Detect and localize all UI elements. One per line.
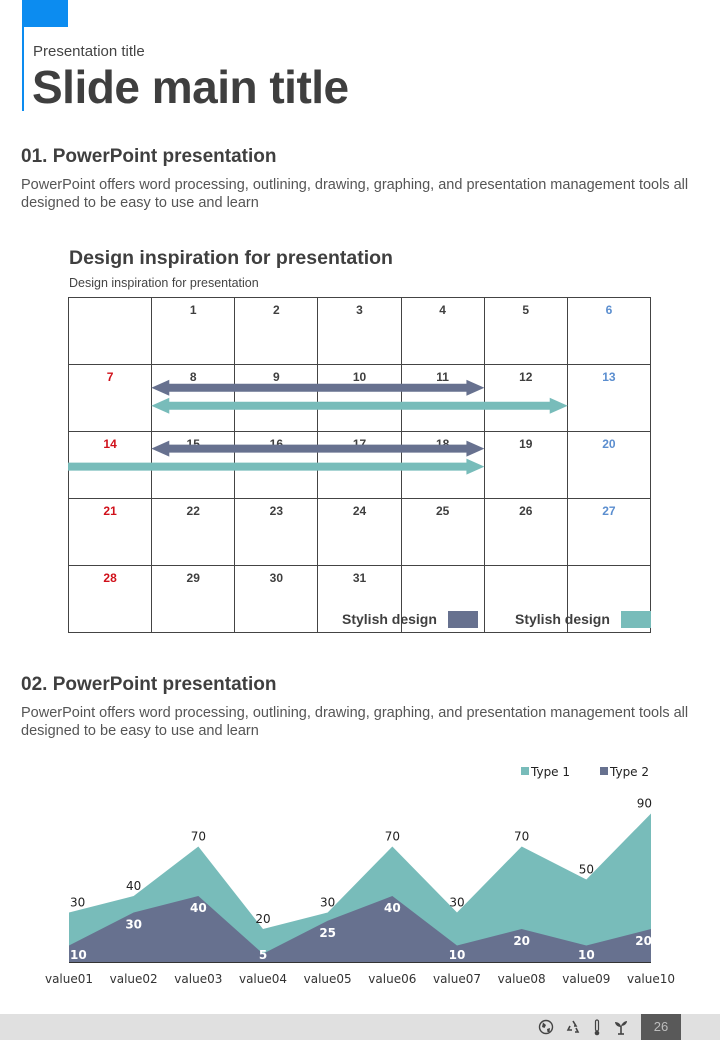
calendar-day-26[interactable]: 26	[483, 498, 568, 566]
calendar-title: Design inspiration for presentation	[69, 247, 393, 269]
data-label: 70	[514, 830, 529, 844]
section2-title: 02. PowerPoint presentation	[21, 674, 277, 695]
calendar-legend-swatch-1	[448, 611, 478, 628]
data-label: 5	[259, 948, 267, 962]
x-tick-label: value01	[45, 972, 93, 986]
calendar-day-28[interactable]: 28	[67, 565, 153, 633]
area-chart: 30 40 70 20 30 70 30 70 50 90 10 30 40 5 25 40 10 20 10 20 v…	[45, 765, 675, 986]
data-label: 40	[384, 901, 401, 915]
calendar-day-15[interactable]: 15	[151, 431, 236, 499]
data-label: 40	[126, 879, 141, 893]
x-tick-label: value03	[174, 972, 222, 986]
calendar-day-5[interactable]: 5	[483, 297, 568, 365]
data-label: 30	[125, 918, 142, 932]
x-tick-label: value10	[627, 972, 675, 986]
area-series-type-2	[69, 896, 651, 962]
data-label: 30	[320, 896, 335, 910]
calendar-day-16[interactable]: 16	[234, 431, 319, 499]
data-label: 70	[191, 830, 206, 844]
presentation-title: Presentation title	[33, 43, 145, 60]
calendar-day-empty[interactable]	[67, 297, 153, 365]
calendar-day-7[interactable]: 7	[67, 364, 153, 432]
data-label: 20	[635, 934, 652, 948]
calendar-day-2[interactable]: 2	[234, 297, 319, 365]
section1-body: PowerPoint offers word processing, outli…	[21, 177, 689, 211]
legend-swatch	[521, 767, 529, 775]
legend-swatch	[600, 767, 608, 775]
data-label: 90	[637, 797, 652, 811]
data-label: 25	[319, 926, 336, 940]
calendar-day-31[interactable]: 31	[317, 565, 402, 633]
x-tick-label: value04	[239, 972, 287, 986]
data-label: 10	[578, 948, 595, 962]
accent-block	[22, 0, 68, 27]
accent-line	[22, 27, 24, 111]
calendar-day-19[interactable]: 19	[483, 431, 568, 499]
data-label: 30	[449, 896, 464, 910]
calendar-day-27[interactable]: 27	[566, 498, 652, 566]
calendar-day-12[interactable]: 12	[483, 364, 568, 432]
data-label: 10	[449, 948, 466, 962]
data-label: 10	[70, 948, 87, 962]
data-label: 40	[190, 901, 207, 915]
thermometer-icon	[594, 1019, 600, 1036]
calendar-day-14[interactable]: 14	[67, 431, 153, 499]
x-tick-label: value02	[110, 972, 158, 986]
calendar-day-6[interactable]: 6	[566, 297, 652, 365]
calendar-day-10[interactable]: 10	[317, 364, 402, 432]
calendar: 1 2 3 4 5 6 7 8 9 10 11 12 13 14 15 16 17 18 19 20 21 22 23 24 2…	[67, 297, 652, 633]
footer-bar	[0, 1014, 720, 1040]
calendar-week-row: 14 15 16 17 18 19 20	[67, 431, 652, 499]
calendar-day-29[interactable]: 29	[151, 565, 236, 633]
section1-title: 01. PowerPoint presentation	[21, 146, 277, 167]
calendar-legend-swatch-2	[621, 611, 651, 628]
legend-label: Type 1	[530, 765, 570, 779]
data-label: 70	[385, 830, 400, 844]
data-label: 20	[513, 934, 530, 948]
page-number: 26	[641, 1014, 681, 1040]
calendar-day-17[interactable]: 17	[317, 431, 402, 499]
calendar-day-13[interactable]: 13	[566, 364, 652, 432]
data-label: 50	[579, 863, 594, 877]
calendar-grid: 1 2 3 4 5 6 7 8 9 10 11 12 13 14 15 16 17 18 19 20 21 22 23 24 2…	[67, 297, 652, 633]
x-tick-label: value05	[304, 972, 352, 986]
calendar-legend-label-1: Stylish design	[342, 611, 437, 627]
section2-body: PowerPoint offers word processing, outli…	[21, 705, 689, 739]
calendar-day-11[interactable]: 11	[400, 364, 485, 432]
calendar-day-20[interactable]: 20	[566, 431, 652, 499]
calendar-day-3[interactable]: 3	[317, 297, 402, 365]
calendar-week-row: 21 22 23 24 25 26 27	[67, 498, 652, 566]
legend-label: Type 2	[609, 765, 649, 779]
calendar-day-25[interactable]: 25	[400, 498, 485, 566]
x-tick-label: value07	[433, 972, 481, 986]
globe-icon	[538, 1019, 554, 1035]
recycle-icon	[566, 1020, 580, 1033]
calendar-day-4[interactable]: 4	[400, 297, 485, 365]
calendar-week-row: 28 29 30 31	[67, 565, 652, 633]
calendar-subtitle: Design inspiration for presentation	[69, 276, 259, 290]
x-tick-label: value06	[368, 972, 416, 986]
calendar-day-18[interactable]: 18	[400, 431, 485, 499]
slide-main-title: Slide main title	[32, 61, 349, 113]
calendar-legend-label-2: Stylish design	[515, 611, 610, 627]
data-label: 20	[255, 912, 270, 926]
calendar-day-8[interactable]: 8	[151, 364, 236, 432]
calendar-day-1[interactable]: 1	[151, 297, 236, 365]
calendar-day-30[interactable]: 30	[234, 565, 319, 633]
data-label: 30	[70, 896, 85, 910]
calendar-day-24[interactable]: 24	[317, 498, 402, 566]
sprout-icon	[615, 1021, 627, 1035]
calendar-day-22[interactable]: 22	[151, 498, 236, 566]
x-tick-label: value08	[498, 972, 546, 986]
calendar-day-23[interactable]: 23	[234, 498, 319, 566]
calendar-week-row: 7 8 9 10 11 12 13	[67, 364, 652, 432]
calendar-day-21[interactable]: 21	[67, 498, 153, 566]
calendar-day-9[interactable]: 9	[234, 364, 319, 432]
x-tick-label: value09	[562, 972, 610, 986]
